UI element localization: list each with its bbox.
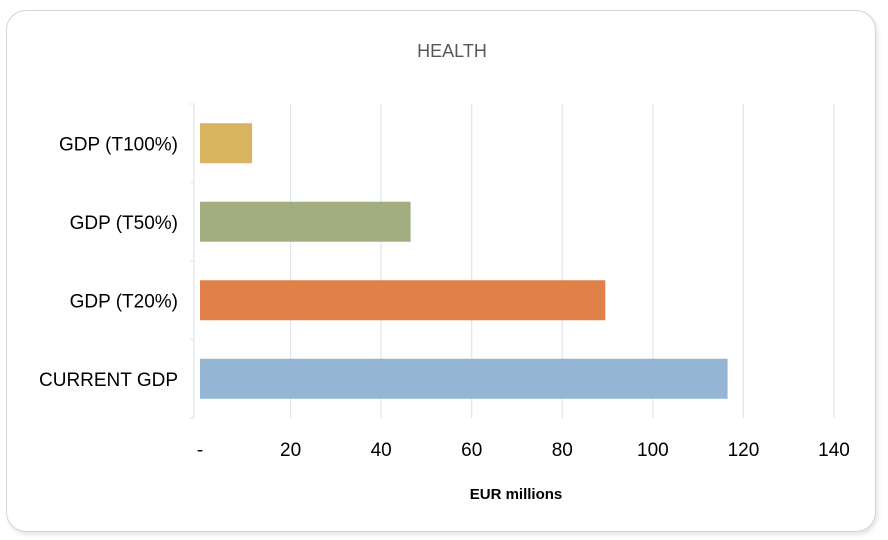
category-labels: GDP (T100%) GDP (T50%) GDP (T20%) CURRENT G… — [39, 134, 178, 391]
x-tick-label: 100 — [637, 440, 669, 461]
x-tick-label: 80 — [552, 440, 573, 461]
x-tick-label: 40 — [371, 440, 392, 461]
x-tick-label: - — [197, 440, 203, 461]
category-label: GDP (T20%) — [70, 291, 178, 312]
chart-title: HEALTH — [417, 41, 487, 61]
category-label: CURRENT GDP — [39, 370, 178, 391]
bar — [200, 280, 606, 321]
category-label: GDP (T50%) — [70, 213, 178, 234]
chart-card — [6, 10, 876, 532]
category-label: GDP (T100%) — [59, 134, 178, 155]
x-tick-label: 140 — [818, 440, 850, 461]
x-tick-label: 20 — [280, 440, 301, 461]
x-tick-labels: - 20 40 60 80 100 120 140 — [197, 440, 850, 461]
bar — [200, 358, 728, 399]
bar — [200, 123, 253, 164]
axes — [190, 103, 195, 419]
bars — [200, 123, 728, 399]
x-tick-label: 120 — [728, 440, 760, 461]
x-axis-title: EUR millions — [470, 486, 563, 503]
x-tick-label: 60 — [461, 440, 482, 461]
bar — [200, 201, 411, 242]
